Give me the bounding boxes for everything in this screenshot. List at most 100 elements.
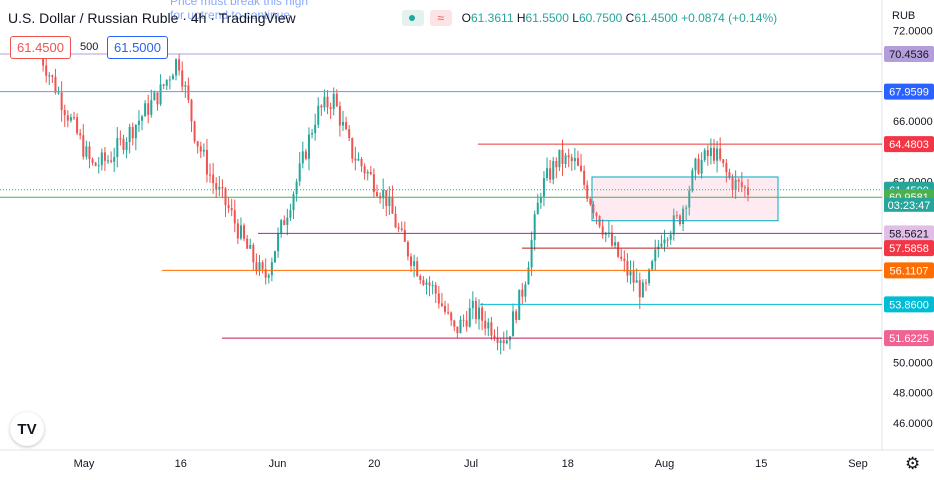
settings-gear-icon[interactable]: ⚙ (905, 454, 921, 473)
candle-body (672, 215, 675, 235)
price-label-51.6225: 51.6225 (889, 333, 929, 345)
price-label-bg (884, 330, 934, 347)
candle-body (48, 75, 51, 77)
candle-body (125, 141, 128, 151)
candle-body (320, 105, 323, 108)
candle-body (66, 115, 69, 121)
candle-body (549, 168, 552, 180)
candle-body (292, 194, 295, 211)
candle-body (397, 227, 400, 229)
candle-body (737, 179, 740, 182)
candle-body (168, 79, 171, 81)
candle-body (54, 76, 57, 93)
candle-body (107, 160, 110, 162)
candle-body (283, 220, 286, 226)
candle-body (230, 208, 233, 211)
candle-body (709, 148, 712, 157)
symbol-title[interactable]: U.S. Dollar / Russian Ruble · 4h · Tradi… (8, 10, 296, 26)
overlay-note-1: Price must break this high (170, 0, 309, 8)
candle-body (610, 232, 613, 246)
candle-body (307, 134, 310, 159)
candle-body (224, 188, 227, 206)
candle-body (570, 157, 573, 162)
sell-button[interactable]: 61.4500 (10, 36, 71, 59)
candle-body (552, 161, 555, 180)
candle-body (391, 196, 394, 214)
candle-body (555, 161, 558, 168)
candle-body (564, 155, 567, 164)
candle-body (131, 126, 134, 139)
y-tick-label: 46.0000 (893, 418, 933, 430)
candle-body (94, 162, 97, 166)
candle-body (638, 280, 641, 298)
candle-body (363, 166, 366, 174)
price-label-bg (884, 262, 934, 279)
candle-body (329, 107, 332, 110)
candle-body (444, 305, 447, 312)
ohlc-values: O61.3611 H61.5500 L60.7500 C61.4500 +0.0… (461, 11, 778, 25)
candle-body (632, 271, 635, 283)
candle-body (156, 92, 159, 105)
candle-body (481, 307, 484, 321)
candle-body (388, 196, 391, 206)
x-tick-label: 16 (175, 458, 187, 470)
candle-body (326, 96, 329, 108)
candle-body (252, 244, 255, 263)
candle-body (165, 79, 168, 86)
candle-body (468, 308, 471, 327)
candle-body (382, 190, 385, 199)
candle-body (536, 202, 539, 215)
buy-button[interactable]: 61.5000 (107, 36, 168, 59)
candle-body (60, 92, 63, 111)
candle-body (484, 320, 487, 329)
market-status-icon[interactable] (401, 10, 424, 26)
candle-body (450, 312, 453, 321)
candle-body (221, 187, 224, 189)
candle-body (348, 129, 351, 139)
candle-body (493, 335, 496, 339)
candle-body (700, 160, 703, 174)
candle-body (629, 271, 632, 276)
candle-body (212, 174, 215, 184)
candle-body (620, 256, 623, 259)
y-tick-label: 66.0000 (893, 116, 933, 128)
candle-body (100, 152, 103, 166)
candle-body (731, 177, 734, 191)
compare-icon[interactable]: ≈ (429, 10, 452, 26)
candle-body (478, 307, 481, 320)
candle-body (651, 261, 654, 270)
candle-body (137, 120, 140, 126)
candle-body (369, 172, 372, 175)
candle-body (171, 75, 174, 80)
price-label-bg (884, 45, 934, 62)
candle-body (88, 146, 91, 160)
price-label-56.1107: 56.1107 (890, 265, 929, 277)
tradingview-logo-icon[interactable]: TV (10, 412, 44, 446)
candle-body (648, 269, 651, 284)
candle-body (428, 282, 431, 286)
candle-body (119, 138, 122, 140)
y-tick-label: 48.0000 (893, 388, 933, 400)
candle-body (141, 116, 144, 121)
candle-body (546, 168, 549, 179)
consolidation-range-box (591, 176, 779, 222)
candle-body (440, 303, 443, 306)
candle-body (69, 117, 72, 121)
candle-body (375, 192, 378, 197)
candle-body (270, 262, 273, 276)
currency-selector[interactable]: RUB (892, 10, 916, 22)
candle-body (184, 85, 187, 87)
candle-body (496, 338, 499, 343)
countdown-bg (884, 197, 934, 212)
candle-body (425, 282, 428, 285)
candle-body (345, 121, 348, 130)
candle-body (280, 220, 283, 233)
candle-body (51, 75, 54, 77)
candle-body (239, 225, 242, 239)
candle-body (85, 146, 88, 157)
candle-body (567, 155, 570, 158)
candle-body (175, 59, 178, 76)
candle-body (499, 340, 502, 343)
